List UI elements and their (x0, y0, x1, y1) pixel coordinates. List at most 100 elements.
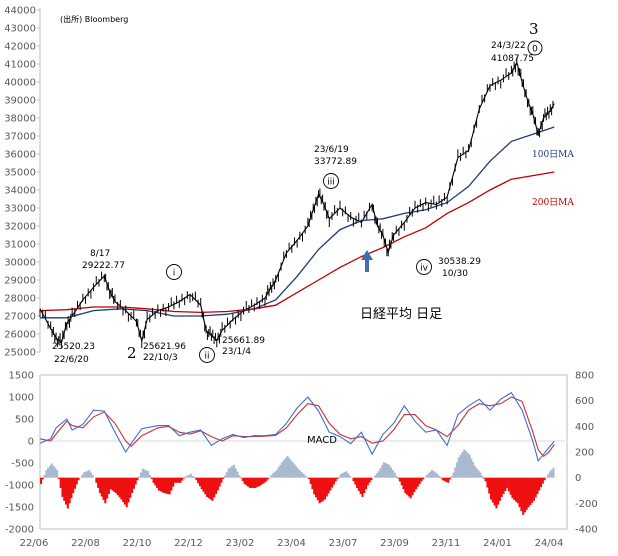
macd-histogram-bar (129, 477, 132, 498)
macd-histogram-bar (540, 477, 543, 488)
macd-histogram-bar (390, 467, 393, 478)
macd-histogram-bar (445, 477, 448, 482)
macd-histogram-bar (523, 477, 527, 513)
macd-histogram-bar (552, 467, 555, 478)
ma200-line (39, 171, 555, 314)
macd-histogram-bar (295, 466, 298, 478)
macd-histogram-bar (331, 477, 334, 488)
macd-histogram-bar (184, 476, 187, 478)
macd-histogram-bar (116, 477, 119, 496)
annotations: (出所) Bloomberg 日経平均 日足 100日MA 200日MA MAC… (52, 14, 574, 446)
annotation-date-240322: 24/3/22 (491, 41, 526, 51)
macd-histogram-bar (377, 471, 380, 478)
macd-histogram-bar (122, 477, 125, 503)
macd-y2-tick-label: 800 (575, 371, 594, 382)
x-tick-label: 23/09 (380, 538, 409, 549)
macd-histogram-bar (415, 477, 418, 490)
macd-histogram-bar (482, 477, 485, 479)
macd-histogram-bar (448, 477, 452, 480)
macd-histogram-bar (191, 475, 194, 478)
macd-histogram-bar (261, 477, 264, 485)
macd-histogram-bar (73, 477, 77, 489)
macd-histogram-bar (340, 473, 343, 478)
x-tick-label: 23/11 (432, 538, 461, 549)
annotation-value-41087: 41087.75 (491, 54, 534, 64)
macd-histogram-bar (152, 477, 155, 483)
macd-histogram-bar (406, 477, 409, 495)
macd-histogram-bar (345, 471, 348, 478)
macd-y-tick-label: 1500 (9, 371, 34, 382)
macd-histogram-bar (200, 477, 203, 490)
macd-histogram-bar (532, 477, 535, 501)
macd-histogram-bar (429, 471, 432, 478)
macd-histogram-bar (223, 475, 227, 478)
wave-marker-iii-circle (323, 173, 339, 189)
price-y-tick-label: 33000 (4, 204, 36, 215)
macd-histogram-bar (341, 472, 344, 478)
macd-histogram-bar (515, 477, 518, 502)
macd-histogram-bar (182, 477, 185, 479)
macd-histogram-bar (318, 477, 321, 504)
price-y-tick-label: 44000 (4, 6, 36, 17)
macd-histogram-bar (88, 469, 91, 478)
macd-histogram-bar (382, 462, 385, 478)
x-tick-label: 22/06 (20, 538, 49, 549)
macd-histogram-bar (59, 477, 62, 488)
macd-histogram-bar (157, 477, 160, 491)
macd-histogram-bar (186, 475, 189, 478)
price-y-tick-label: 30000 (4, 258, 36, 269)
macd-histogram-bar (118, 477, 121, 498)
price-chart-title: 日経平均 日足 (360, 307, 442, 322)
macd-y2-tick-label: -400 (575, 525, 598, 536)
annotation-date-1030: 10/30 (442, 269, 468, 279)
macd-histogram-bar (209, 477, 212, 500)
macd-histogram-bar (120, 477, 123, 500)
annotation-value-25621: 25621.96 (143, 342, 186, 352)
wave-marker-ii-circle (199, 347, 215, 363)
macd-histogram-bar (84, 471, 87, 478)
macd-histogram-bar (123, 477, 127, 505)
macd-panel: -2000-1500-1000-500050010001500-400-2000… (5, 371, 598, 550)
macd-y-tick-label: 500 (15, 415, 34, 426)
macd-histogram-bar (265, 477, 268, 482)
macd-histogram-bar (332, 477, 335, 485)
macd-histogram-bar (391, 469, 394, 478)
macd-histogram-bar (202, 477, 205, 492)
macd-histogram-bar (131, 477, 134, 494)
macd-histogram-bar (413, 477, 416, 493)
price-y-tick-label: 31000 (4, 240, 36, 251)
macd-histogram-bar (479, 472, 482, 478)
up-arrow-shaft (365, 259, 369, 272)
macd-histogram-bar (381, 465, 384, 478)
macd-histogram-bar (461, 452, 464, 478)
macd-histogram-bar (181, 477, 184, 481)
macd-y-tick-label: 0 (28, 437, 34, 448)
macd-histogram-bar (398, 477, 402, 482)
macd-histogram-bar (198, 477, 202, 487)
macd-histogram-bar (50, 463, 53, 478)
macd-histogram-bar (379, 468, 382, 478)
macd-histogram-bar (450, 475, 453, 478)
ma200-label: 200日MA (532, 197, 574, 208)
macd-histogram-bar (432, 471, 435, 478)
macd-histogram-bar (298, 470, 302, 478)
macd-histogram-bar (457, 457, 460, 478)
macd-y-tick-label: -1000 (5, 481, 34, 492)
macd-histogram-bar (222, 477, 225, 479)
macd-histogram-bar (115, 477, 118, 494)
macd-histogram-bar (288, 457, 291, 478)
macd-histogram-bar (175, 477, 178, 483)
macd-histogram-bar (134, 477, 137, 485)
macd-histogram-bar (107, 477, 110, 494)
macd-histogram-bar (207, 477, 210, 499)
macd-histogram-bar (231, 466, 234, 478)
macd-histogram-bar (47, 467, 50, 478)
macd-histogram-bar (254, 477, 257, 488)
macd-histogram-bar (527, 477, 530, 508)
macd-histogram-bar (548, 471, 552, 478)
macd-histogram-bar (290, 460, 293, 478)
macd-histogram-bar (147, 471, 150, 478)
price-y-tick-label: 29000 (4, 276, 36, 287)
wave-marker-iii: iii (323, 173, 339, 189)
macd-histogram-bar (70, 477, 73, 499)
